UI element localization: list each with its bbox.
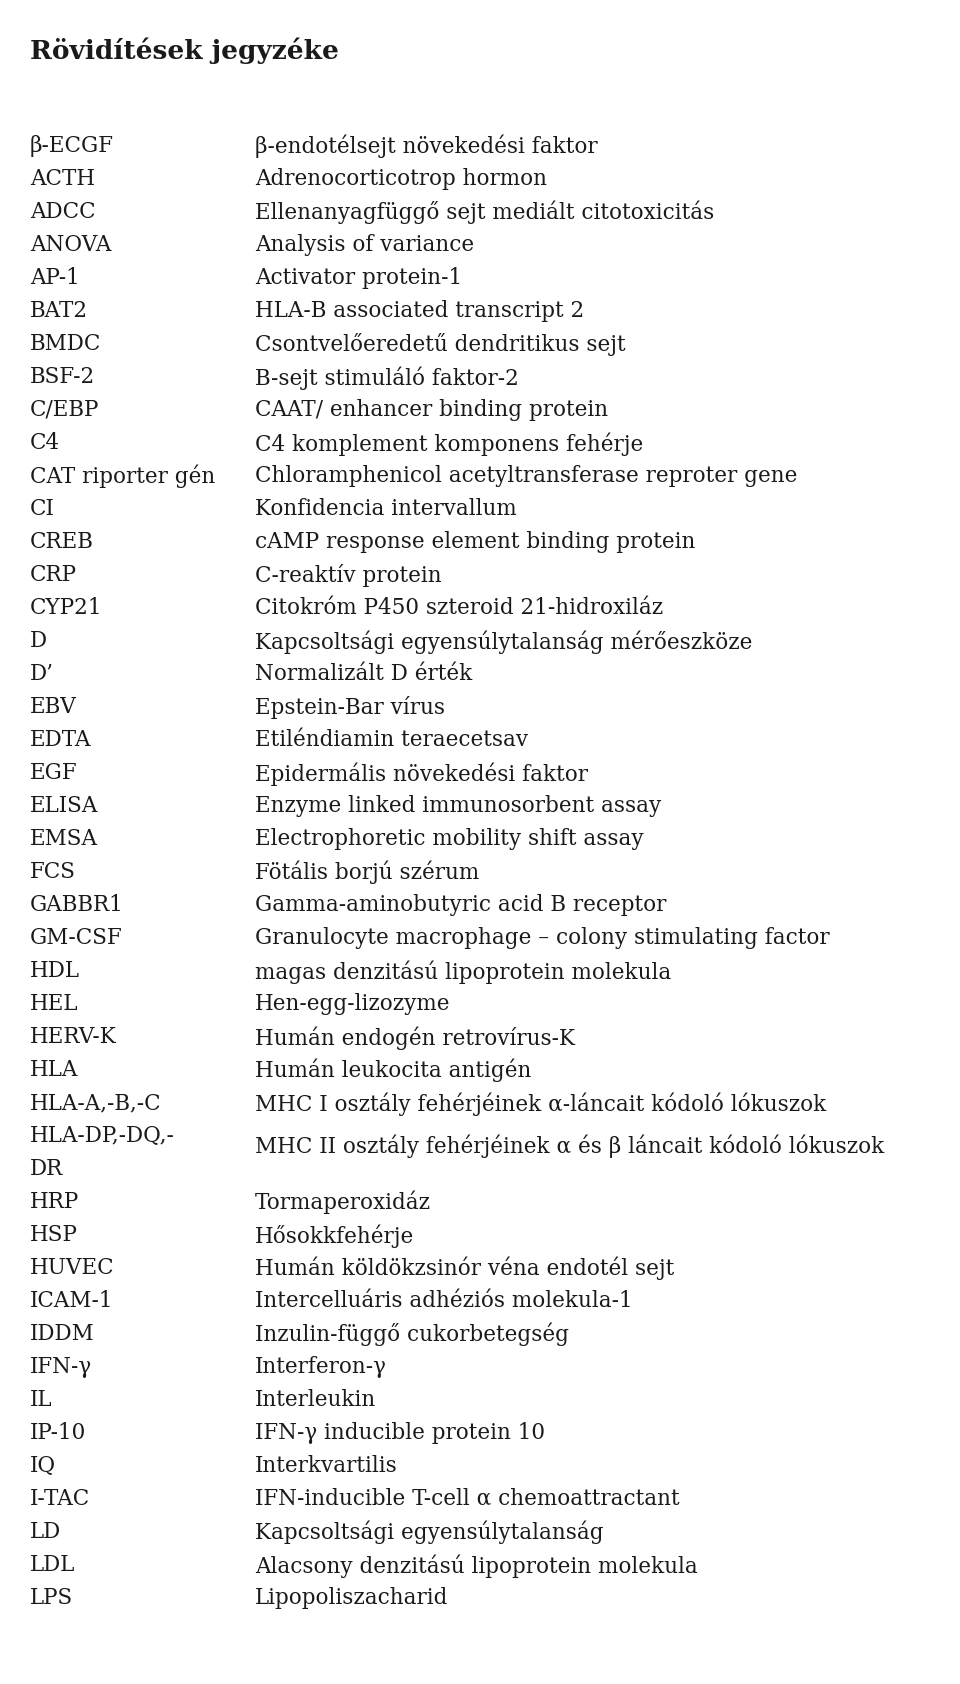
Text: C4: C4 [30, 433, 60, 455]
Text: Tormaperoxidáz: Tormaperoxidáz [255, 1191, 431, 1214]
Text: Epstein-Bar vírus: Epstein-Bar vírus [255, 695, 445, 719]
Text: LPS: LPS [30, 1586, 73, 1608]
Text: EGF: EGF [30, 761, 78, 785]
Text: D: D [30, 630, 47, 652]
Text: HLA-DP,-DQ,-: HLA-DP,-DQ,- [30, 1125, 175, 1147]
Text: Hen-egg-lizozyme: Hen-egg-lizozyme [255, 994, 450, 1015]
Text: FCS: FCS [30, 861, 76, 882]
Text: Csontvelőeredetű dendritikus sejt: Csontvelőeredetű dendritikus sejt [255, 333, 626, 355]
Text: LD: LD [30, 1521, 61, 1543]
Text: BMDC: BMDC [30, 333, 102, 355]
Text: Humán köldökzsinór véna endotél sejt: Humán köldökzsinór véna endotél sejt [255, 1256, 674, 1280]
Text: Lipopoliszacharid: Lipopoliszacharid [255, 1586, 448, 1608]
Text: Ellenanyagfüggő sejt mediált citotoxicitás: Ellenanyagfüggő sejt mediált citotoxicit… [255, 200, 714, 224]
Text: C/EBP: C/EBP [30, 399, 100, 421]
Text: Adrenocorticotrop hormon: Adrenocorticotrop hormon [255, 168, 547, 190]
Text: HRP: HRP [30, 1191, 80, 1212]
Text: BAT2: BAT2 [30, 300, 88, 322]
Text: Granulocyte macrophage – colony stimulating factor: Granulocyte macrophage – colony stimulat… [255, 926, 829, 950]
Text: Alacsony denzitású lipoprotein molekula: Alacsony denzitású lipoprotein molekula [255, 1554, 698, 1578]
Text: GM-CSF: GM-CSF [30, 926, 123, 950]
Text: IP-10: IP-10 [30, 1421, 86, 1443]
Text: HLA-A,-B,-C: HLA-A,-B,-C [30, 1091, 161, 1115]
Text: ACTH: ACTH [30, 168, 95, 190]
Text: CAAT/ enhancer binding protein: CAAT/ enhancer binding protein [255, 399, 608, 421]
Text: Inzulin-függő cukorbetegség: Inzulin-függő cukorbetegség [255, 1324, 569, 1347]
Text: magas denzitású lipoprotein molekula: magas denzitású lipoprotein molekula [255, 960, 671, 983]
Text: ANOVA: ANOVA [30, 234, 111, 256]
Text: HDL: HDL [30, 960, 80, 982]
Text: HUVEC: HUVEC [30, 1256, 114, 1280]
Text: Analysis of variance: Analysis of variance [255, 234, 474, 256]
Text: AP-1: AP-1 [30, 268, 80, 290]
Text: HERV-K: HERV-K [30, 1026, 117, 1047]
Text: B-sejt stimuláló faktor-2: B-sejt stimuláló faktor-2 [255, 365, 518, 389]
Text: cAMP response element binding protein: cAMP response element binding protein [255, 530, 695, 552]
Text: Humán endogén retrovírus-K: Humán endogén retrovírus-K [255, 1026, 575, 1049]
Text: Kapcsoltsági egyensúlytalanság mérőeszköze: Kapcsoltsági egyensúlytalanság mérőeszkö… [255, 630, 753, 653]
Text: ICAM-1: ICAM-1 [30, 1290, 113, 1312]
Text: DR: DR [30, 1159, 63, 1180]
Text: MHC II osztály fehérjéinek α és β láncait kódoló lókuszok: MHC II osztály fehérjéinek α és β láncai… [255, 1135, 884, 1159]
Text: Humán leukocita antigén: Humán leukocita antigén [255, 1059, 532, 1083]
Text: CYP21: CYP21 [30, 598, 103, 620]
Text: Etiléndiamin teraecetsav: Etiléndiamin teraecetsav [255, 729, 528, 751]
Text: IDDM: IDDM [30, 1324, 95, 1346]
Text: EBV: EBV [30, 695, 77, 717]
Text: Epidermális növekedési faktor: Epidermális növekedési faktor [255, 761, 588, 785]
Text: C-reaktív protein: C-reaktív protein [255, 564, 442, 588]
Text: I-TAC: I-TAC [30, 1489, 90, 1511]
Text: ADCC: ADCC [30, 200, 96, 222]
Text: Citokróm P450 szteroid 21-hidroxiláz: Citokróm P450 szteroid 21-hidroxiláz [255, 598, 663, 620]
Text: MHC I osztály fehérjéinek α-láncait kódoló lókuszok: MHC I osztály fehérjéinek α-láncait kódo… [255, 1091, 827, 1115]
Text: CAT riporter gén: CAT riporter gén [30, 465, 215, 488]
Text: EMSA: EMSA [30, 829, 98, 850]
Text: BSF-2: BSF-2 [30, 365, 95, 387]
Text: β-ECGF: β-ECGF [30, 135, 114, 157]
Text: Interkvartilis: Interkvartilis [255, 1455, 397, 1477]
Text: Activator protein-1: Activator protein-1 [255, 268, 462, 290]
Text: Gamma-aminobutyric acid B receptor: Gamma-aminobutyric acid B receptor [255, 894, 666, 916]
Text: IFN-inducible T-cell α chemoattractant: IFN-inducible T-cell α chemoattractant [255, 1489, 680, 1511]
Text: HSP: HSP [30, 1224, 78, 1246]
Text: CI: CI [30, 498, 55, 520]
Text: C4 komplement komponens fehérje: C4 komplement komponens fehérje [255, 433, 643, 455]
Text: Kapcsoltsági egyensúlytalanság: Kapcsoltsági egyensúlytalanság [255, 1521, 604, 1544]
Text: β-endotélsejt növekedési faktor: β-endotélsejt növekedési faktor [255, 135, 598, 158]
Text: Chloramphenicol acetyltransferase reproter gene: Chloramphenicol acetyltransferase reprot… [255, 465, 798, 487]
Text: Konfidencia intervallum: Konfidencia intervallum [255, 498, 516, 520]
Text: CRP: CRP [30, 564, 77, 586]
Text: Electrophoretic mobility shift assay: Electrophoretic mobility shift assay [255, 829, 643, 850]
Text: ELISA: ELISA [30, 795, 98, 817]
Text: IQ: IQ [30, 1455, 56, 1477]
Text: Intercelluáris adhéziós molekula-1: Intercelluáris adhéziós molekula-1 [255, 1290, 633, 1312]
Text: Hősokkfehérje: Hősokkfehérje [255, 1224, 415, 1248]
Text: HLA: HLA [30, 1059, 79, 1081]
Text: Rövidítések jegyzéke: Rövidítések jegyzéke [30, 39, 339, 64]
Text: LDL: LDL [30, 1554, 76, 1576]
Text: HEL: HEL [30, 994, 79, 1015]
Text: EDTA: EDTA [30, 729, 91, 751]
Text: Interleukin: Interleukin [255, 1389, 376, 1411]
Text: HLA-B associated transcript 2: HLA-B associated transcript 2 [255, 300, 585, 322]
Text: D’: D’ [30, 663, 54, 685]
Text: IFN-γ inducible protein 10: IFN-γ inducible protein 10 [255, 1421, 545, 1443]
Text: IL: IL [30, 1389, 53, 1411]
Text: IFN-γ: IFN-γ [30, 1356, 92, 1378]
Text: Interferon-γ: Interferon-γ [255, 1356, 387, 1378]
Text: GABBR1: GABBR1 [30, 894, 124, 916]
Text: Enzyme linked immunosorbent assay: Enzyme linked immunosorbent assay [255, 795, 661, 817]
Text: Normalizált D érték: Normalizált D érték [255, 663, 472, 685]
Text: Fötális borjú szérum: Fötális borjú szérum [255, 861, 479, 884]
Text: CREB: CREB [30, 530, 94, 552]
